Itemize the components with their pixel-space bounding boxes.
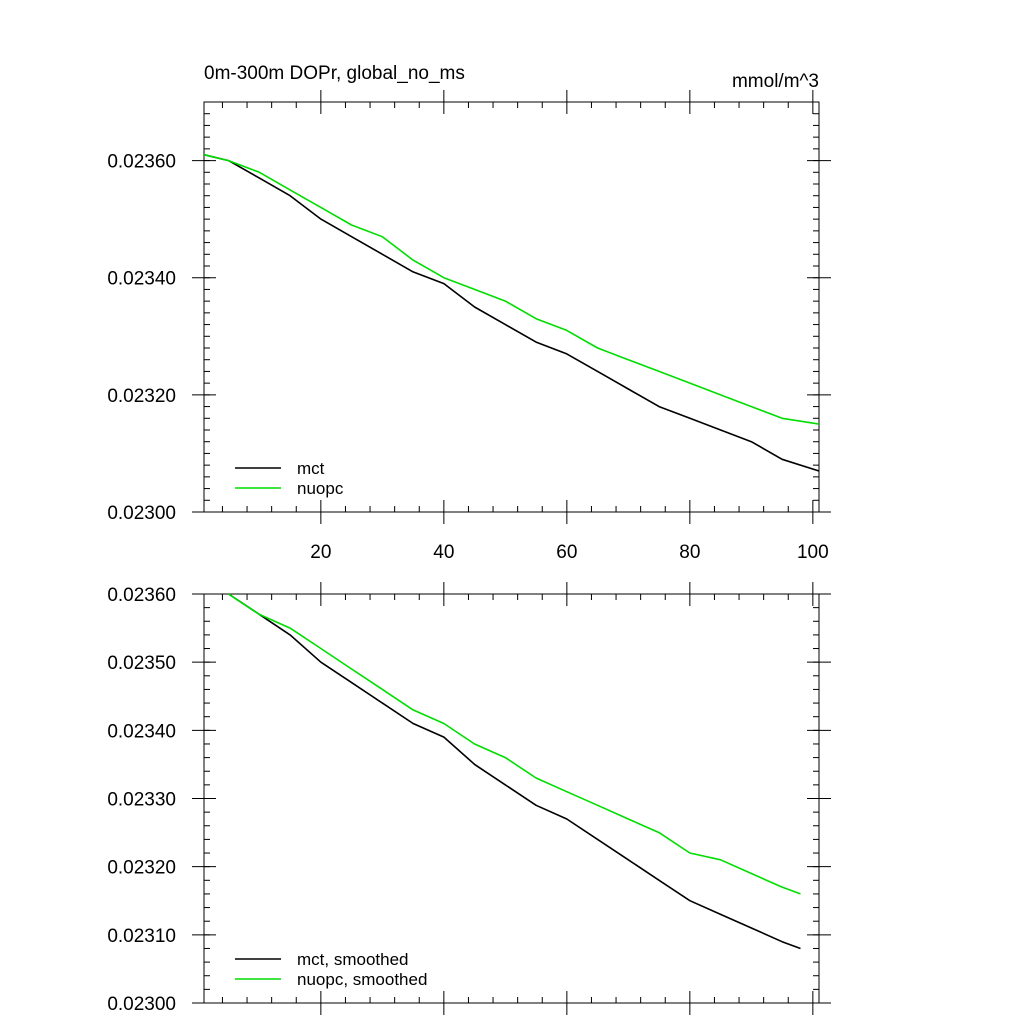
x-tick-label: 80 <box>679 542 700 563</box>
y-tick-label: 0.02300 <box>107 503 176 524</box>
series-line-nuopc <box>203 153 820 425</box>
panel-top: 0.02300 0.02320 0.02340 0.02360 20 40 60 80 100 0… <box>107 63 831 563</box>
legend-label: nuopc <box>297 479 344 498</box>
series-line-mct <box>203 153 820 472</box>
legend-label: mct, smoothed <box>297 950 409 969</box>
y-tick-label: 0.02300 <box>107 994 176 1015</box>
plot-frame <box>203 593 820 1004</box>
y-tick-label: 0.02330 <box>107 790 176 811</box>
x-tick-label: 60 <box>556 542 577 563</box>
x-tick-label: 100 <box>797 542 829 563</box>
y-tick-label: 0.02340 <box>107 269 176 290</box>
chart-units: mmol/m^3 <box>732 71 819 92</box>
legend-label: mct <box>297 459 325 478</box>
y-tick-label: 0.02360 <box>107 152 176 173</box>
x-tick-label: 20 <box>310 542 331 563</box>
y-tick-label: 0.02340 <box>107 721 176 742</box>
x-tick-label: 40 <box>433 542 454 563</box>
series-line-mct-smoothed <box>228 593 801 950</box>
panel-bottom: 0.02300 0.02310 0.02320 0.02330 0.02340 0.023… <box>107 582 831 1015</box>
series-line-nuopc-smoothed <box>228 593 801 895</box>
y-tick-label: 0.02320 <box>107 858 176 879</box>
y-tick-label: 0.02350 <box>107 653 176 674</box>
chart-title: 0m-300m DOPr, global_no_ms <box>204 63 465 84</box>
plot-frame <box>203 101 820 513</box>
y-tick-label: 0.02310 <box>107 926 176 947</box>
legend-label: nuopc, smoothed <box>297 970 427 989</box>
y-tick-label: 0.02360 <box>107 585 176 606</box>
y-tick-label: 0.02320 <box>107 386 176 407</box>
